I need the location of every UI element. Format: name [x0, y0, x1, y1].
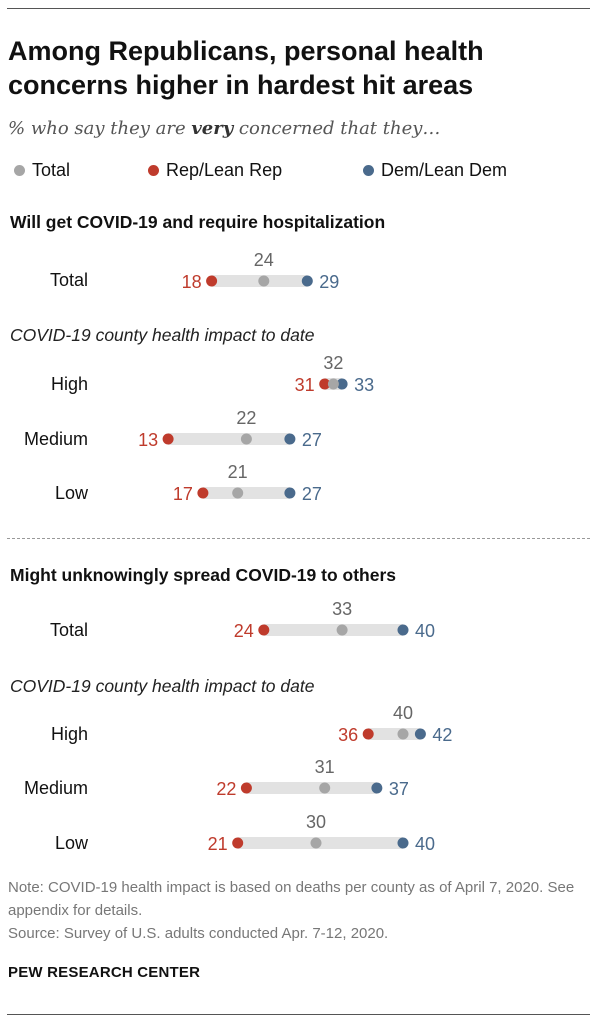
bottom-rule: [7, 1014, 590, 1015]
footnote: Note: COVID-19 health impact is based on…: [8, 876, 588, 945]
dem-value-label-total: 29: [319, 272, 339, 292]
dem-dot-high: [414, 728, 426, 740]
section-2-subheading: COVID-19 county health impact to date: [10, 676, 315, 696]
legend-item-dem: Dem/Lean Dem: [363, 160, 507, 181]
total-dot-low: [310, 837, 322, 849]
rep-dot-high: [319, 378, 331, 390]
total-value-label-high: 32: [323, 353, 343, 373]
legend-label-dem: Dem/Lean Dem: [381, 160, 508, 180]
chart-subtitle: % who say they are very concerned that t…: [8, 118, 440, 139]
rep-dot-medium: [162, 433, 174, 445]
rep-value-label-low: 17: [173, 484, 193, 504]
dem-value-label-medium: 37: [389, 779, 409, 799]
dem-value-label-total: 40: [415, 621, 435, 641]
total-dot-low: [232, 487, 244, 499]
range-bar-total: [211, 275, 308, 287]
rep-dot-total: [206, 275, 218, 287]
dem-dot-total: [301, 275, 313, 287]
row-label-low: Low: [54, 483, 88, 503]
subtitle-emphasis: very: [191, 118, 234, 139]
rep-value-label-high: 36: [338, 725, 358, 745]
total-value-label-high: 40: [393, 703, 413, 723]
range-bar-low: [202, 487, 290, 499]
subtitle-after: concerned that they…: [233, 118, 441, 139]
total-value-label-total: 24: [254, 250, 274, 270]
range-bar-high: [368, 728, 421, 740]
dem-dot-low: [284, 487, 296, 499]
range-bar-medium: [246, 782, 377, 794]
rep-dot-medium: [240, 782, 252, 794]
dem-value-label-low: 40: [415, 834, 435, 854]
dem-dot-medium: [284, 433, 296, 445]
section-1-title: Will get COVID-19 and require hospitaliz…: [10, 212, 386, 232]
dem-value-label-medium: 27: [302, 430, 322, 450]
legend-item-total: Total: [14, 160, 70, 181]
total-dot-high: [327, 378, 339, 390]
chart-title: Among Republicans, personal health conce…: [8, 36, 484, 100]
source-text: Source: Survey of U.S. adults conducted …: [8, 925, 389, 942]
legend-dot-total: [14, 165, 25, 176]
total-dot-high: [397, 728, 409, 740]
total-dot-medium: [319, 782, 331, 794]
row-label-total: Total: [49, 270, 88, 290]
row-label-low: Low: [54, 833, 88, 853]
note-text: Note: COVID-19 health impact is based on…: [8, 879, 575, 919]
range-bar-high: [324, 378, 343, 390]
row-label-high: High: [50, 374, 88, 394]
row-label-medium: Medium: [23, 778, 88, 798]
total-value-label-low: 30: [306, 812, 326, 832]
brand-logo-text: PEW RESEARCH CENTER: [8, 964, 201, 981]
rep-value-label-total: 18: [182, 272, 202, 292]
total-dot-medium: [240, 433, 252, 445]
rep-value-label-low: 21: [208, 834, 228, 854]
legend-item-rep: Rep/Lean Rep: [148, 160, 282, 181]
legend-dot-dem: [363, 165, 374, 176]
rep-dot-low: [197, 487, 209, 499]
dem-dot-total: [397, 624, 409, 636]
legend-dot-rep: [148, 165, 159, 176]
legend-label-rep: Rep/Lean Rep: [166, 160, 283, 180]
row-label-medium: Medium: [23, 429, 88, 449]
total-value-label-medium: 31: [315, 757, 335, 777]
rep-dot-high: [362, 728, 374, 740]
range-bar-medium: [168, 433, 290, 445]
total-dot-total: [336, 624, 348, 636]
dem-dot-low: [397, 837, 409, 849]
rep-value-label-high: 31: [295, 375, 315, 395]
rep-dot-low: [232, 837, 244, 849]
subtitle-before: % who say they are: [8, 118, 192, 139]
rep-value-label-medium: 22: [216, 779, 236, 799]
rep-value-label-total: 24: [234, 621, 254, 641]
dem-value-label-high: 33: [354, 375, 374, 395]
section-2-title: Might unknowingly spread COVID-19 to oth…: [10, 565, 396, 585]
total-dot-total: [258, 275, 270, 287]
section-divider: [7, 538, 590, 539]
total-value-label-low: 21: [228, 462, 248, 482]
top-rule: [7, 8, 590, 9]
range-bar-total: [263, 624, 403, 636]
dem-value-label-high: 42: [432, 725, 452, 745]
row-label-total: Total: [49, 620, 88, 640]
range-bar-low: [237, 837, 403, 849]
row-label-high: High: [50, 724, 88, 744]
dem-dot-high: [336, 378, 348, 390]
total-value-label-medium: 22: [236, 408, 256, 428]
legend-label-total: Total: [32, 160, 71, 180]
dem-value-label-low: 27: [302, 484, 322, 504]
total-value-label-total: 33: [332, 599, 352, 619]
section-1-subheading: COVID-19 county health impact to date: [10, 325, 315, 345]
dem-dot-medium: [371, 782, 383, 794]
rep-dot-total: [258, 624, 270, 636]
rep-value-label-medium: 13: [138, 430, 158, 450]
